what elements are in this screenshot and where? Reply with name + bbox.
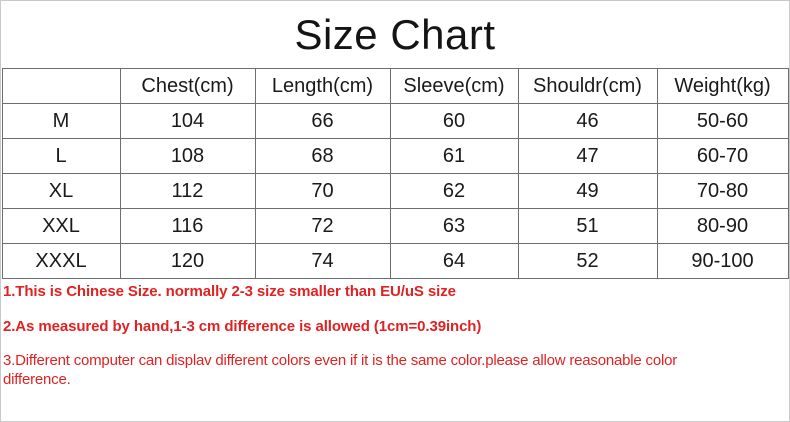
table-cell: 52 [517,243,658,279]
column-header-weight: Weight(kg) [656,68,789,104]
column-header-size [1,68,121,104]
table-cell: 50-60 [656,103,789,139]
table-header-row: Chest(cm) Length(cm) Sleeve(cm) Shouldr(… [1,68,789,104]
table-row-xxxl: XXXL 120 74 64 52 90-100 [1,243,789,279]
table-cell: 49 [517,173,658,209]
table-row-m: M 104 66 60 46 50-60 [1,103,789,139]
table-cell: 74 [254,243,391,279]
size-label: M [1,103,121,139]
table-cell: 60 [389,103,519,139]
size-label: XXL [1,208,121,244]
table-cell: 72 [254,208,391,244]
table-cell: 108 [119,138,256,174]
size-label: XXXL [1,243,121,279]
table-cell: 112 [119,173,256,209]
table-cell: 51 [517,208,658,244]
table-cell: 47 [517,138,658,174]
table-row-l: L 108 68 61 47 60-70 [1,138,789,174]
table-cell: 120 [119,243,256,279]
table-cell: 116 [119,208,256,244]
table-cell: 60-70 [656,138,789,174]
column-header-chest: Chest(cm) [119,68,256,104]
table-cell: 70-80 [656,173,789,209]
column-header-shoulder: Shouldr(cm) [517,68,658,104]
table-cell: 64 [389,243,519,279]
table-row-xxl: XXL 116 72 63 51 80-90 [1,208,789,244]
column-header-sleeve: Sleeve(cm) [389,68,519,104]
table-cell: 90-100 [656,243,789,279]
table-cell: 104 [119,103,256,139]
table-cell: 68 [254,138,391,174]
table-cell: 70 [254,173,391,209]
table-cell: 46 [517,103,658,139]
size-label: L [1,138,121,174]
disclaimer-notes: 1.This is Chinese Size. normally 2-3 siz… [3,282,789,389]
column-header-length: Length(cm) [254,68,391,104]
table-cell: 61 [389,138,519,174]
table-cell: 62 [389,173,519,209]
note-measure-tolerance: 2.As measured by hand,1-3 cm difference … [3,318,482,335]
page-title: Size Chart [294,11,496,58]
table-cell: 66 [254,103,391,139]
size-label: XL [1,173,121,209]
table-cell: 80-90 [656,208,789,244]
size-table: Chest(cm) Length(cm) Sleeve(cm) Shouldr(… [1,68,789,279]
note-chinese-size: 1.This is Chinese Size. normally 2-3 siz… [3,283,456,300]
table-cell: 63 [389,208,519,244]
table-row-xl: XL 112 70 62 49 70-80 [1,173,789,209]
note-color-difference: 3.Different computer can displav differe… [3,352,678,388]
